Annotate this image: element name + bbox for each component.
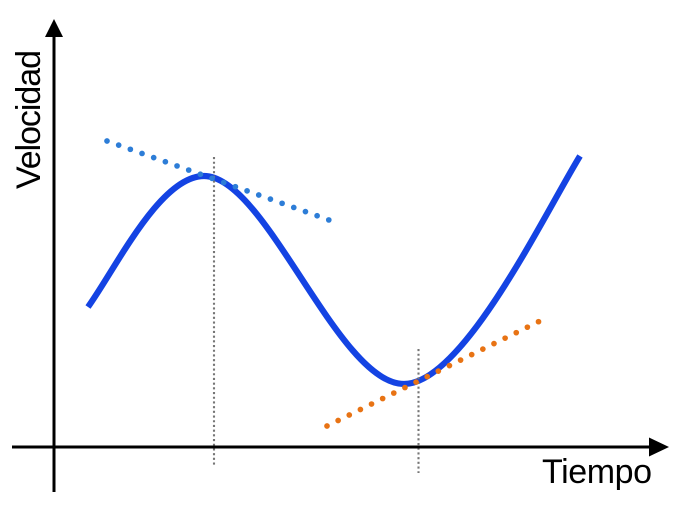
svg-text:Tiempo: Tiempo [542, 453, 652, 491]
svg-text:Velocidad: Velocidad [10, 50, 48, 189]
